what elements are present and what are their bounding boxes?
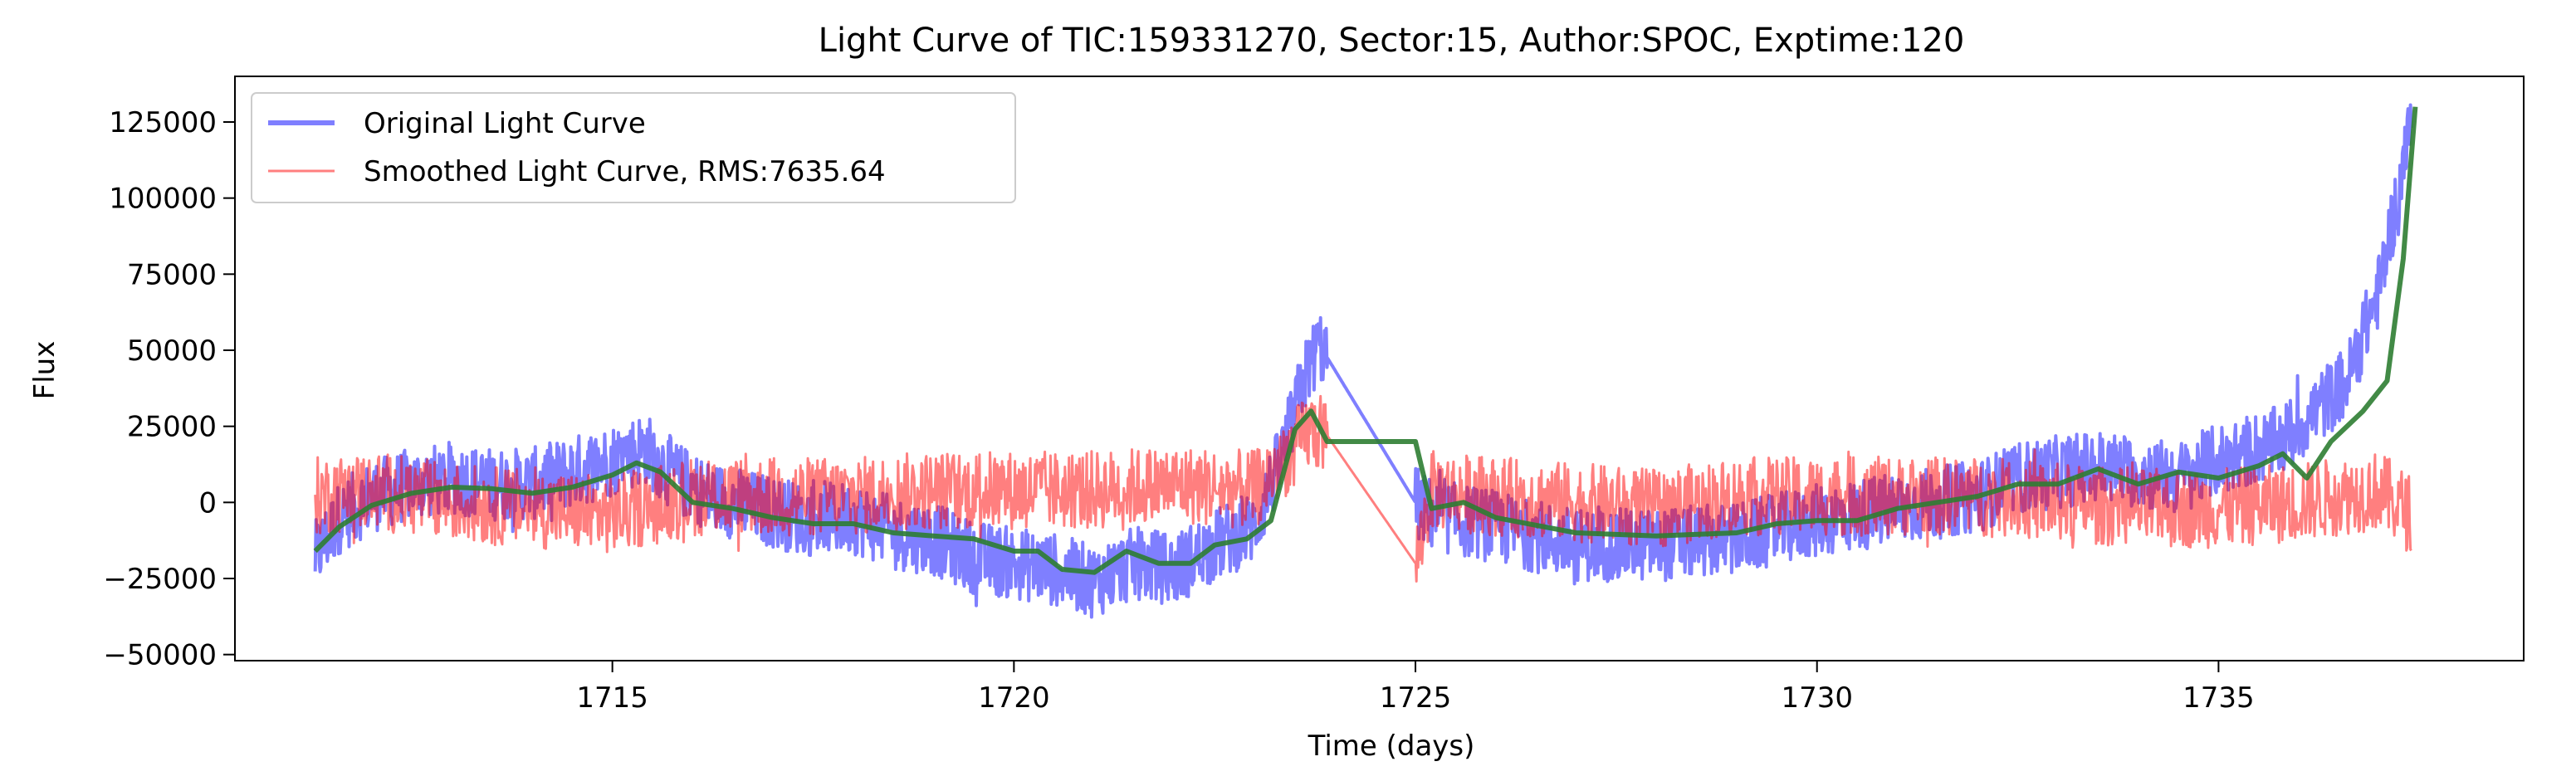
x-tick-label: 1715	[576, 681, 648, 715]
y-tick-label: 0	[198, 486, 217, 520]
y-tick-label: 25000	[127, 411, 217, 444]
chart-title: Light Curve of TIC:159331270, Sector:15,…	[819, 22, 1965, 60]
series-smoothed-line	[314, 394, 2412, 583]
legend: Original Light Curve Smoothed Light Curv…	[251, 92, 1016, 203]
x-tick-label: 1730	[1781, 681, 1853, 715]
x-tick-label: 1735	[2183, 681, 2255, 715]
y-axis-ticks: −50000 −25000 0 25000 50000 75000 100000 125000	[103, 106, 235, 672]
y-tick-label: −25000	[103, 563, 217, 596]
x-tick-label: 1725	[1380, 681, 1452, 715]
y-tick-label: 100000	[109, 183, 217, 216]
series-layer	[313, 103, 2418, 619]
legend-label-smoothed: Smoothed Light Curve, RMS:7635.64	[364, 155, 886, 188]
y-tick-label: 125000	[109, 106, 217, 139]
x-tick-label: 1720	[978, 681, 1050, 715]
y-tick-label: 75000	[127, 258, 217, 291]
legend-frame	[251, 92, 1016, 203]
x-axis-ticks: 1715 1720 1725 1730 1735	[576, 661, 2255, 715]
series-trend-line	[313, 106, 2418, 575]
y-tick-label: −50000	[103, 639, 217, 672]
y-axis-label: Flux	[28, 341, 61, 400]
legend-label-original: Original Light Curve	[364, 107, 646, 140]
x-axis-label: Time (days)	[1308, 730, 1475, 763]
y-tick-label: 50000	[127, 334, 217, 368]
